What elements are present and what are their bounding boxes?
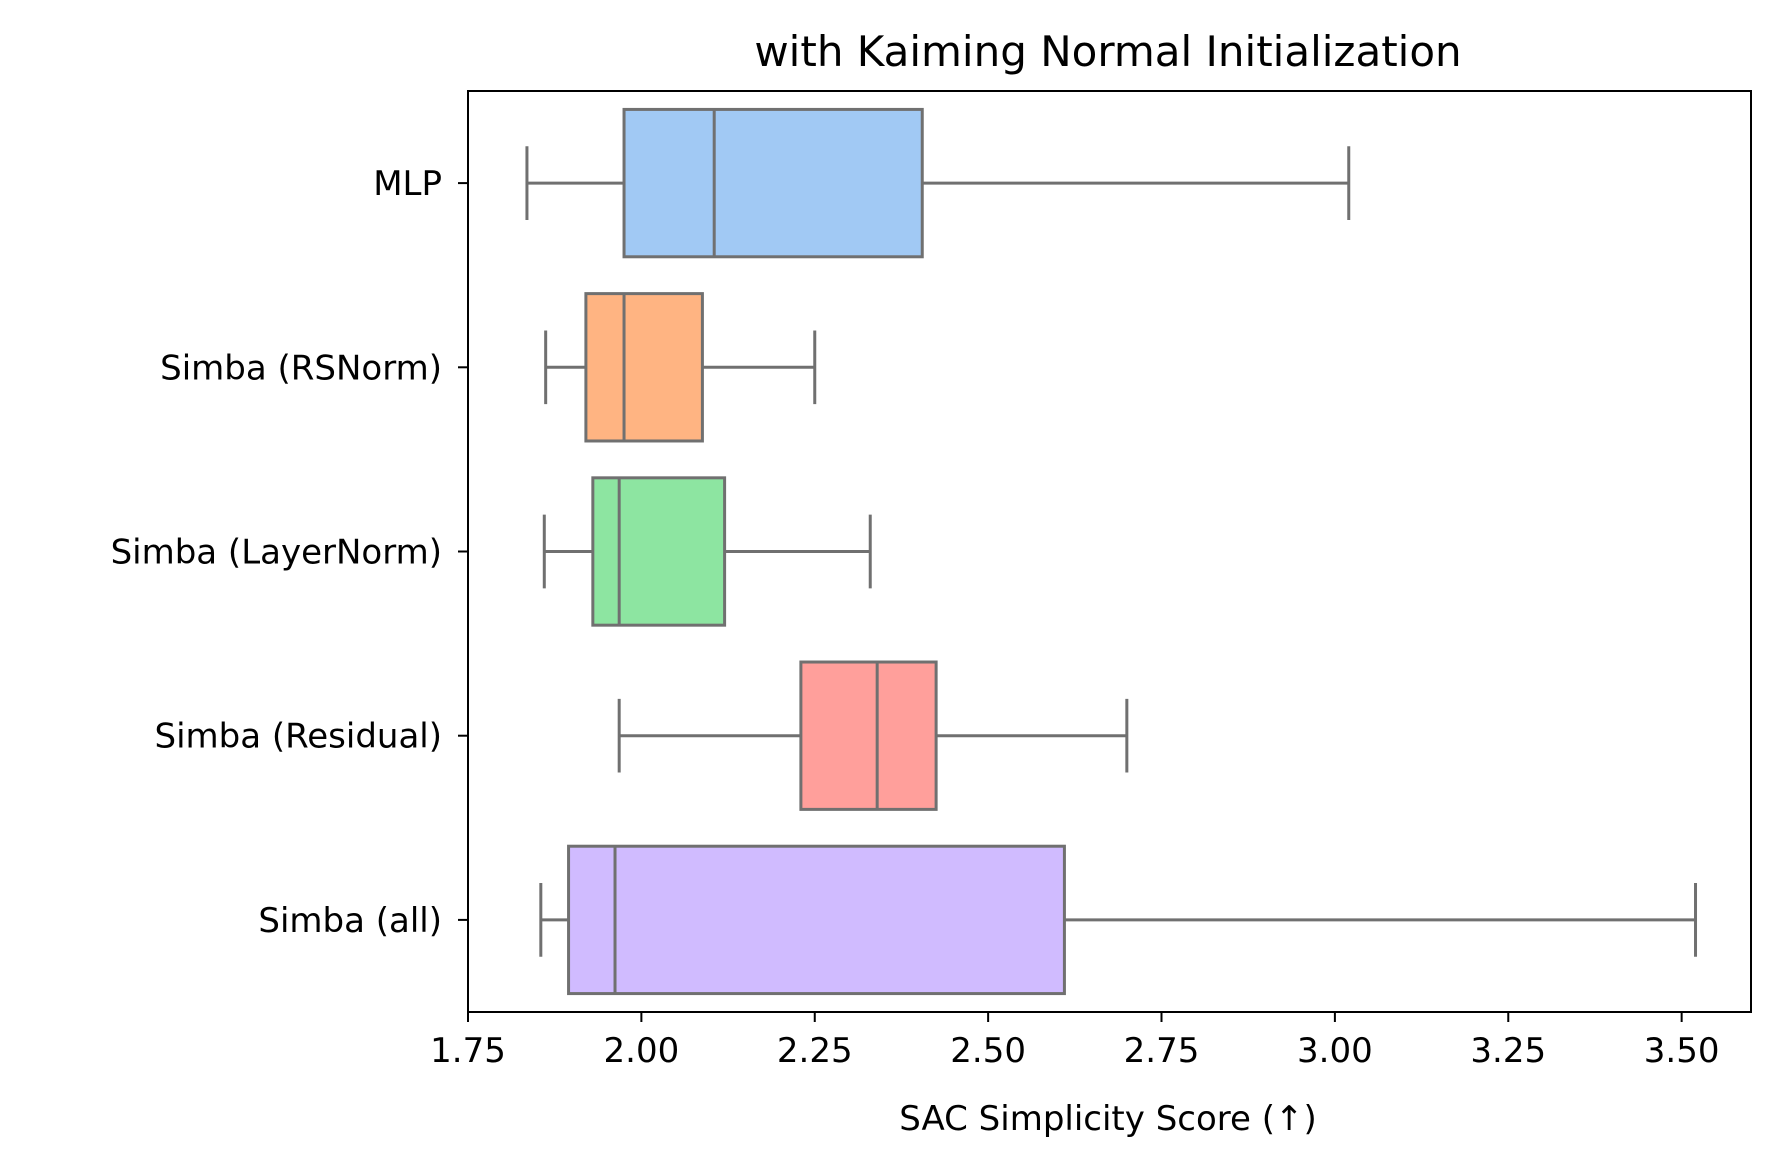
y-tick-label: Simba (all) (258, 901, 442, 941)
iqr-box (622, 107, 924, 259)
x-tick-label: 3.25 (1470, 1031, 1546, 1071)
boxes-layer (525, 107, 1698, 996)
y-tick-label: Simba (Residual) (155, 717, 443, 757)
x-tick-label: 3.00 (1297, 1031, 1373, 1071)
x-axis: 1.75 2.00 2.25 2.50 2.75 3.00 3.25 3.50 (430, 1012, 1720, 1071)
iqr-box (584, 292, 704, 443)
box-group (544, 292, 817, 443)
box-group (539, 844, 1698, 996)
x-axis-label: SAC Simplicity Score (↑) (899, 1099, 1317, 1139)
iqr-box (799, 660, 938, 811)
chart-title: with Kaiming Normal Initialization (754, 27, 1461, 76)
x-tick-label: 1.75 (430, 1031, 506, 1071)
x-tick-label: 2.25 (777, 1031, 853, 1071)
y-tick-label: Simba (LayerNorm) (111, 533, 442, 573)
x-tick-label: 3.50 (1644, 1031, 1720, 1071)
x-tick-label: 2.50 (950, 1031, 1026, 1071)
x-tick-label: 2.75 (1124, 1031, 1200, 1071)
y-tick-label: Simba (RSNorm) (160, 348, 442, 388)
x-tick-label: 2.00 (604, 1031, 680, 1071)
y-tick-label: MLP (373, 164, 442, 204)
box-group (525, 107, 1351, 259)
iqr-box (591, 476, 727, 627)
box-group (542, 476, 872, 627)
y-axis: MLP Simba (RSNorm) Simba (LayerNorm) Simba … (111, 164, 468, 941)
iqr-box (567, 844, 1066, 996)
box-group (617, 660, 1129, 811)
